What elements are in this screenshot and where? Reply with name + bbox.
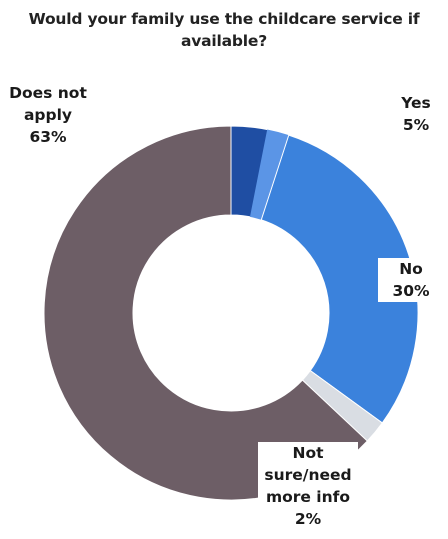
slice-label-yes: Yes 5%: [388, 92, 444, 136]
slice-1: [260, 134, 419, 424]
slice-label-no: No 30%: [378, 258, 444, 302]
slice-label-does-not-apply: Does not apply 63%: [0, 82, 96, 148]
slice-3: [43, 125, 369, 501]
slice-label-not-sure-line-1: Not: [292, 444, 324, 462]
chart-title-line-1: Would your family use the childcare serv…: [28, 10, 420, 28]
slice-0-highlight: [249, 129, 289, 220]
slice-label-yes-pct: 5%: [402, 116, 430, 134]
slice-label-not-sure-line-3: more info: [265, 488, 351, 506]
chart-title: Would your family use the childcare serv…: [0, 8, 448, 52]
slice-label-not-sure-pct: 2%: [294, 510, 322, 528]
slice-label-dna-line-1: Does not: [9, 84, 87, 102]
slice-label-no-pct: 30%: [392, 282, 430, 300]
slice-label-not-sure: Not sure/need more info 2%: [258, 442, 358, 530]
slice-label-not-sure-line-2: sure/need: [264, 466, 352, 484]
slice-label-no-name: No: [399, 260, 423, 278]
donut-slices: [43, 125, 419, 501]
slice-label-dna-line-2: apply: [23, 106, 73, 124]
slice-label-yes-name: Yes: [401, 94, 431, 112]
chart-title-line-2: available?: [180, 32, 268, 50]
slice-label-dna-pct: 63%: [29, 128, 67, 146]
